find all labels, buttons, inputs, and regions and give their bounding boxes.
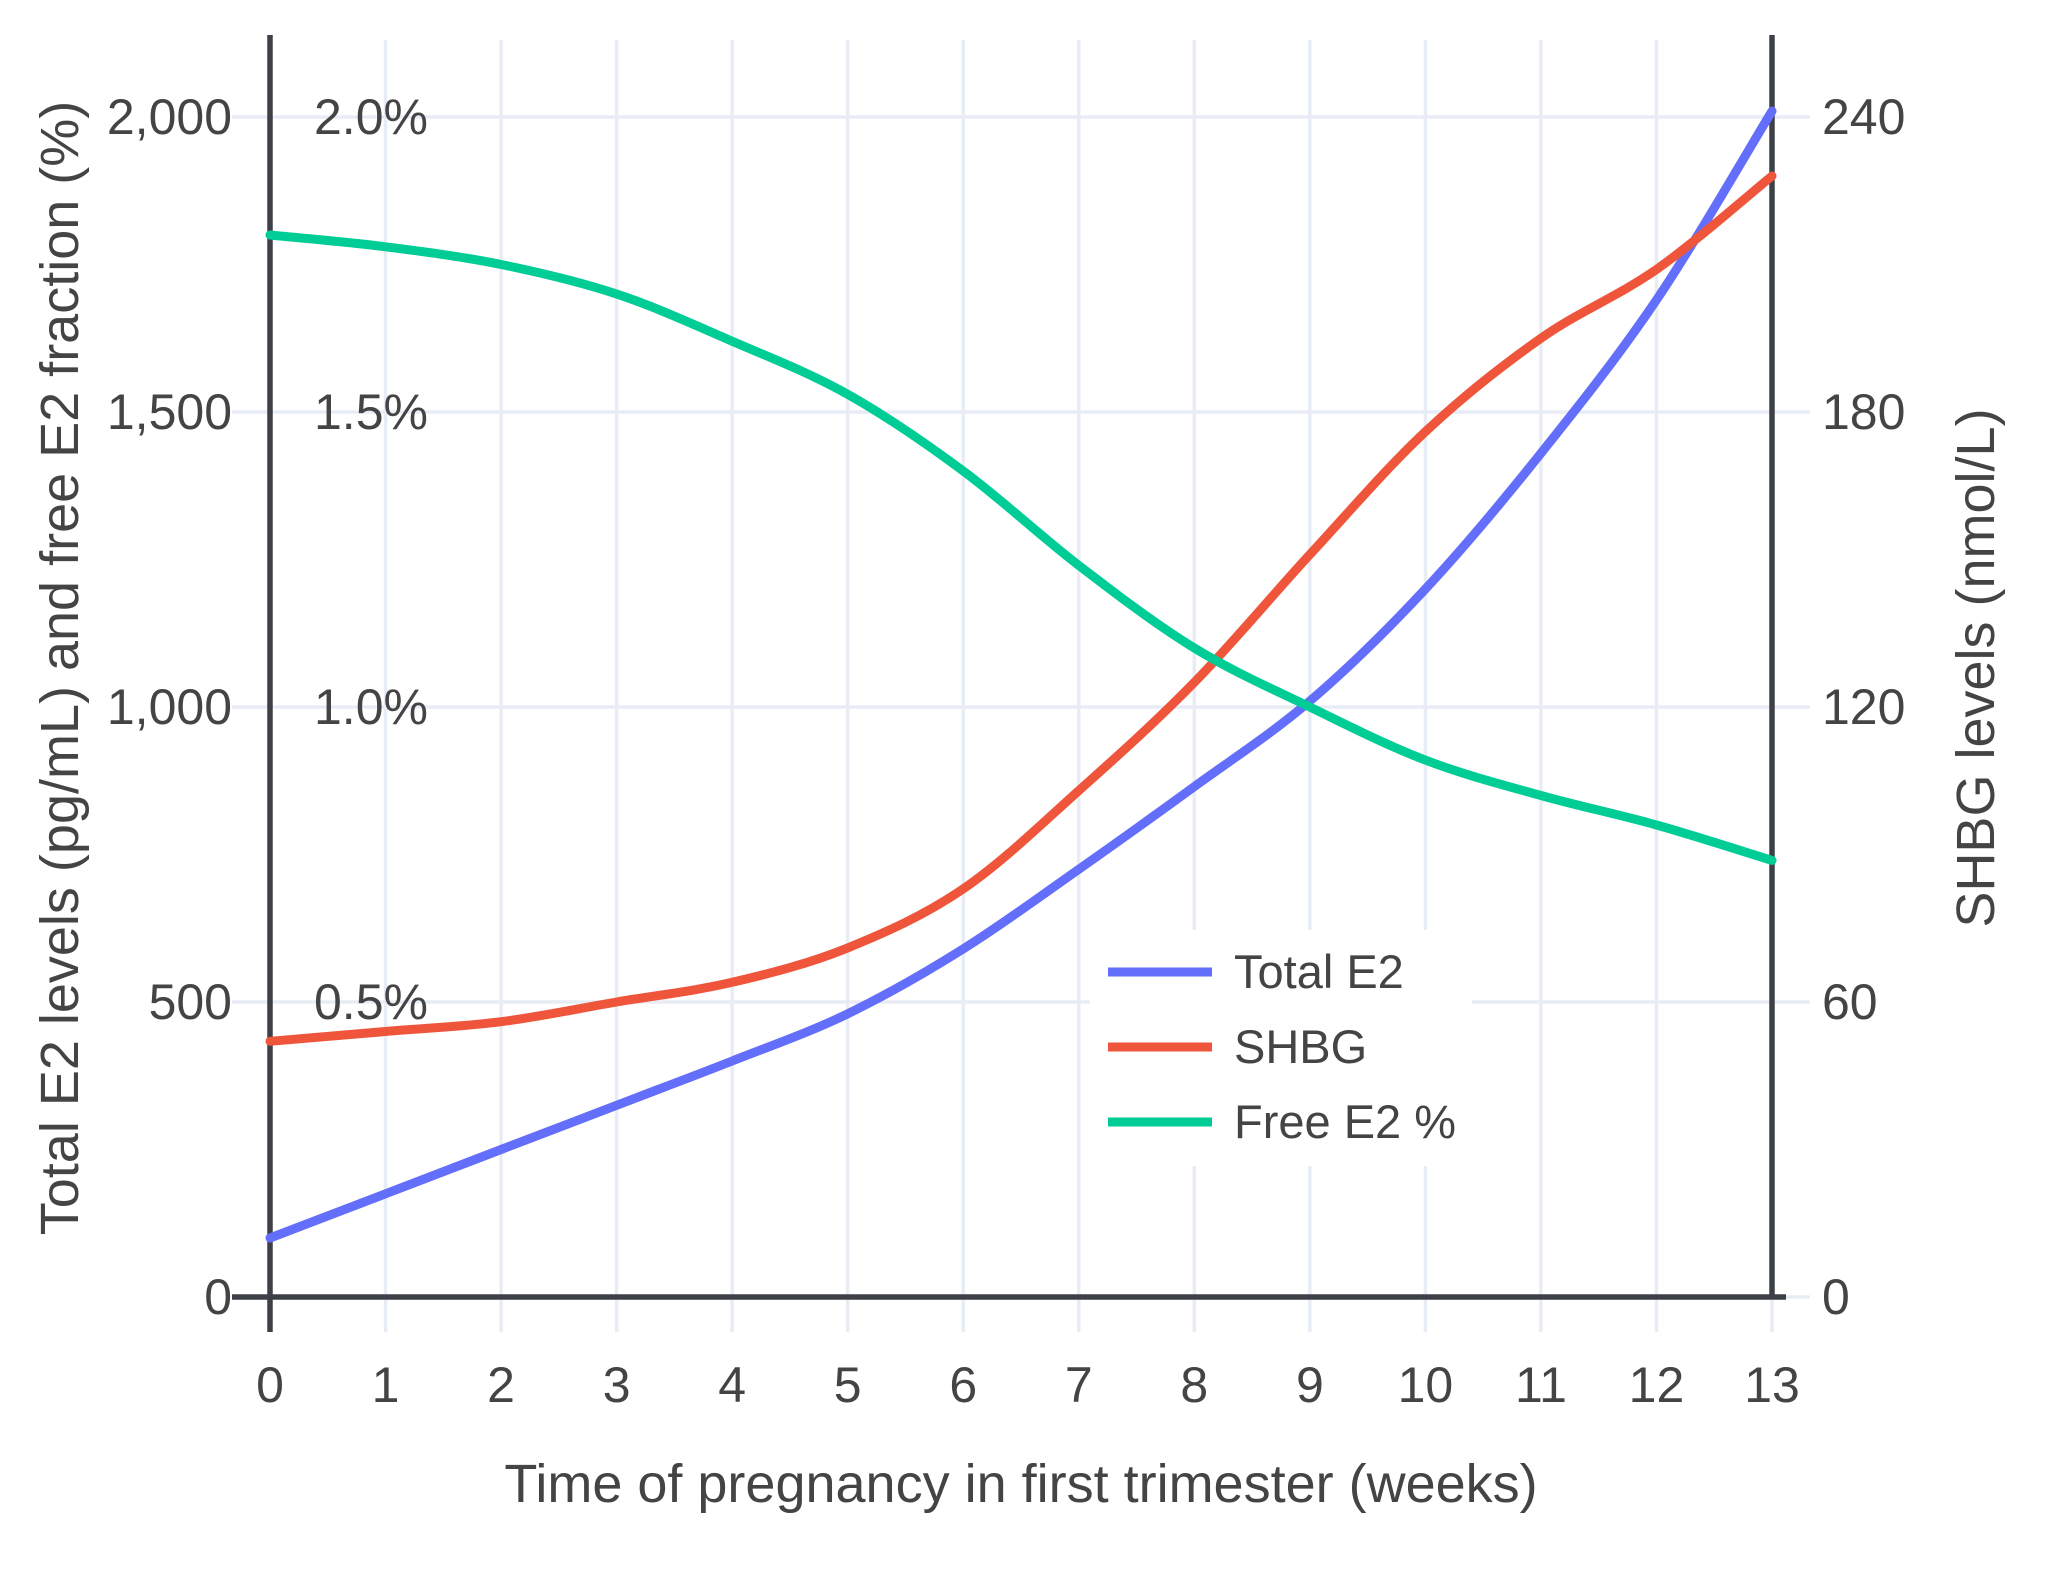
x-axis-tick-label: 11 bbox=[1515, 1357, 1567, 1413]
legend-item-shbg[interactable]: SHBG bbox=[1108, 1020, 1367, 1073]
x-axis-tick-label: 8 bbox=[1180, 1357, 1208, 1413]
series-line-shbg bbox=[265, 171, 1777, 1046]
legend-label: Total E2 bbox=[1234, 945, 1404, 998]
left-axis-tick-label: 1,500 bbox=[107, 384, 232, 440]
legend-label: Free E2 % bbox=[1234, 1095, 1456, 1148]
x-axis-tick-label: 1 bbox=[372, 1357, 400, 1413]
right-axis-tick-label: 120 bbox=[1822, 679, 1905, 735]
x-axis-tick-label: 3 bbox=[603, 1357, 631, 1413]
x-axis-tick-label: 5 bbox=[834, 1357, 862, 1413]
left-axis-tick-label: 500 bbox=[149, 974, 232, 1030]
x-axis-tick-label: 7 bbox=[1065, 1357, 1093, 1413]
right-axis-tick-label: 0 bbox=[1822, 1269, 1850, 1325]
series-line-free-e2- bbox=[265, 230, 1777, 865]
legend-label: SHBG bbox=[1234, 1020, 1367, 1073]
right-axis-tick-label: 180 bbox=[1822, 384, 1905, 440]
x-axis-tick-label: 13 bbox=[1744, 1357, 1800, 1413]
x-axis-tick-label: 9 bbox=[1296, 1357, 1324, 1413]
axis-lines-layer bbox=[232, 35, 1786, 1332]
series-layer bbox=[265, 106, 1777, 1243]
legend-item-free-e2-[interactable]: Free E2 % bbox=[1108, 1095, 1456, 1148]
x-axis-tick-label: 2 bbox=[487, 1357, 515, 1413]
x-axis-tick-label: 6 bbox=[949, 1357, 977, 1413]
legend-item-total-e2[interactable]: Total E2 bbox=[1108, 945, 1404, 998]
x-axis-tick-label: 0 bbox=[256, 1357, 284, 1413]
tick-labels-layer: 05001,0001,5002,0000.5%1.0%1.5%2.0%06012… bbox=[107, 89, 1906, 1413]
left-y-axis-title: Total E2 levels (pg/mL) and free E2 frac… bbox=[30, 101, 90, 1236]
left-axis-tick-label: 0 bbox=[204, 1269, 232, 1325]
percent-axis-tick-label: 1.5% bbox=[314, 384, 428, 440]
tick-marks-layer bbox=[232, 115, 1810, 1332]
percent-axis-tick-label: 2.0% bbox=[314, 89, 428, 145]
percent-axis-tick-label: 0.5% bbox=[314, 974, 428, 1030]
x-axis-tick-label: 12 bbox=[1629, 1357, 1685, 1413]
x-axis-title: Time of pregnancy in first trimester (we… bbox=[504, 1454, 1537, 1514]
series-line-total-e2 bbox=[265, 106, 1777, 1243]
right-axis-tick-label: 240 bbox=[1822, 89, 1905, 145]
right-axis-tick-label: 60 bbox=[1822, 974, 1878, 1030]
gridlines-layer bbox=[270, 40, 1772, 1297]
x-axis-tick-label: 4 bbox=[718, 1357, 746, 1413]
x-axis-tick-label: 10 bbox=[1398, 1357, 1454, 1413]
left-axis-tick-label: 2,000 bbox=[107, 89, 232, 145]
right-y-axis-title: SHBG levels (nmol/L) bbox=[1946, 408, 2006, 927]
legend: Total E2 SHBG Free E2 % bbox=[1090, 930, 1472, 1166]
percent-axis-tick-label: 1.0% bbox=[314, 679, 428, 735]
left-axis-tick-label: 1,000 bbox=[107, 679, 232, 735]
